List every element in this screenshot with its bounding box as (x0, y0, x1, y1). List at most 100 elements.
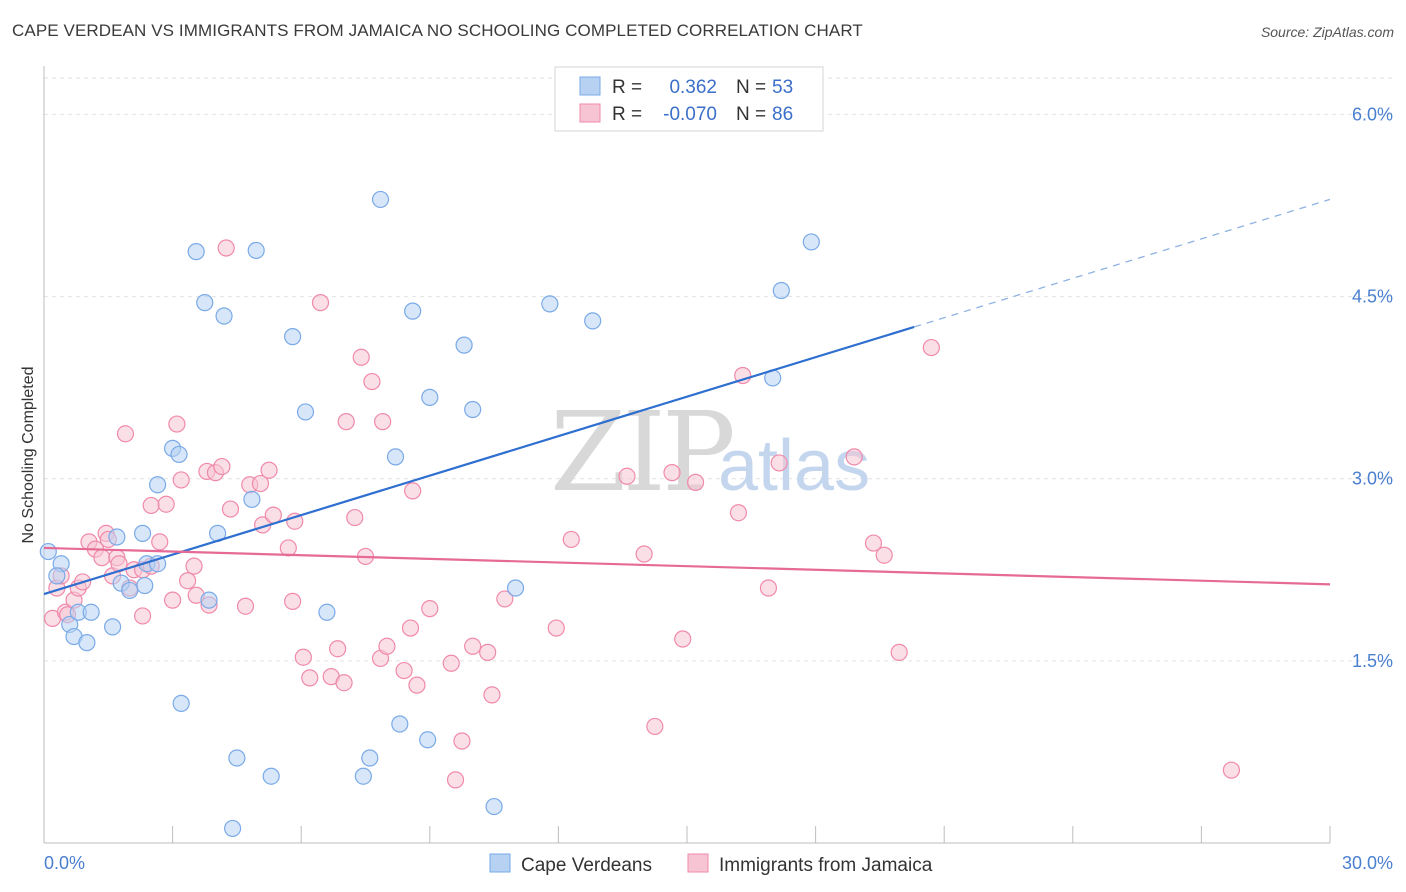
jamaica-point (236, 597, 255, 615)
legend-n-label-2: N = (736, 104, 766, 125)
y-tick-label: 6.0% (1352, 104, 1393, 124)
jamaica-point (352, 348, 370, 366)
cape-verdean-point (371, 190, 390, 209)
jamaica-point (770, 454, 788, 472)
cape-verdean-point (485, 797, 503, 816)
jamaica-point (618, 467, 636, 485)
chart-title: CAPE VERDEAN VS IMMIGRANTS FROM JAMAICA … (12, 21, 863, 40)
jamaica-point (142, 496, 160, 515)
jamaica-point (446, 771, 465, 789)
cape-verdean-point (541, 295, 559, 313)
tick-labels-layer: 1.5% 3.0% 4.5% 6.0% 0.0% 30.0% (44, 104, 1393, 873)
jamaica-point (421, 600, 439, 618)
cape-verdean-point (404, 302, 422, 320)
jamaica-point (635, 545, 653, 563)
cape-verdean-point (224, 819, 242, 838)
stats-legend: R = 0.362 N = 53 R = -0.070 N = 86 (554, 66, 824, 132)
legend-swatch-pink (579, 103, 601, 123)
y-tick-label: 1.5% (1352, 651, 1393, 671)
jamaica-point (260, 461, 278, 479)
jamaica-point (759, 579, 778, 597)
y-tick-label: 3.0% (1352, 469, 1393, 489)
jamaica-point (284, 592, 302, 610)
legend-r-label-2: R = (612, 104, 642, 125)
cape-verdean-point (136, 576, 154, 595)
series-jamaica-points (43, 239, 1241, 789)
cape-verdean-point (200, 591, 218, 609)
jamaica-point (346, 508, 364, 527)
chart-source: Source: ZipAtlas.com (1260, 24, 1394, 40)
jamaica-point (646, 717, 664, 736)
jamaica-trend-line (43, 546, 1331, 586)
jamaica-point (483, 686, 501, 704)
cape-verdean-point (148, 476, 167, 494)
cape-verdean-point (121, 581, 139, 600)
cape-verdean-point (78, 634, 96, 652)
jamaica-point (151, 533, 169, 551)
jamaica-point (401, 619, 420, 637)
watermark-zip: ZIP (550, 388, 733, 516)
jamaica-point (864, 534, 883, 552)
cape-verdean-point (391, 715, 409, 733)
cape-verdean-point (802, 233, 820, 251)
jamaica-point (264, 506, 282, 524)
cape-verdean-point (361, 749, 379, 767)
cape-verdean-point (584, 312, 602, 330)
cape-verdean-trend-line (43, 325, 915, 596)
x-tick-label: 0.0% (44, 853, 85, 873)
cape-verdean-point (247, 241, 265, 260)
jamaica-point (1222, 761, 1241, 779)
cape-verdean-point (419, 731, 437, 749)
cape-verdean-point (82, 603, 100, 621)
cape-verdean-point (215, 307, 233, 325)
jamaica-point (890, 643, 908, 661)
cape-verdean-point (108, 528, 126, 546)
trend-lines-layer (43, 198, 1331, 596)
jamaica-point (922, 338, 940, 357)
y-tick-label: 4.5% (1352, 287, 1393, 307)
jamaica-point (562, 530, 580, 549)
jamaica-point (674, 630, 692, 648)
jamaica-point (453, 732, 471, 750)
jamaica-point (395, 661, 413, 680)
jamaica-point (311, 294, 330, 312)
jamaica-point (408, 676, 426, 694)
cape-verdean-point (354, 767, 372, 785)
cape-verdean-point (39, 542, 57, 561)
jamaica-point (164, 591, 182, 609)
jamaica-point (133, 607, 152, 625)
cape-verdean-point (506, 579, 525, 597)
bottom-legend-label-1: Cape Verdeans (521, 855, 652, 876)
bottom-legend-swatch-pink (687, 853, 709, 873)
cape-verdean-point (386, 448, 405, 466)
cape-verdean-point (284, 328, 302, 346)
bottom-legend-swatch-blue (489, 853, 511, 873)
jamaica-point (734, 366, 752, 385)
jamaica-point (442, 654, 460, 672)
y-axis-label: No Schooling Completed (20, 367, 37, 544)
legend-r-value-2: -0.070 (663, 104, 717, 125)
cape-verdean-point (455, 336, 473, 354)
jamaica-point (729, 504, 748, 522)
jamaica-point (329, 640, 347, 658)
jamaica-point (157, 495, 175, 513)
cape-verdean-point (421, 388, 439, 406)
jamaica-point (663, 464, 681, 482)
jamaica-point (875, 546, 893, 564)
jamaica-point (294, 648, 312, 666)
cape-verdean-point (243, 490, 261, 508)
jamaica-point (185, 557, 203, 575)
jamaica-point (93, 549, 111, 567)
cape-verdean-point (196, 294, 214, 312)
legend-swatch-blue (579, 76, 601, 96)
jamaica-point (279, 539, 297, 557)
jamaica-point (464, 637, 482, 655)
cape-verdean-point (103, 618, 122, 636)
jamaica-point (168, 415, 186, 433)
jamaica-point (172, 471, 190, 489)
jamaica-point (221, 500, 240, 518)
series-cape-verdean-points (39, 190, 820, 838)
jamaica-point (363, 372, 381, 391)
jamaica-point (301, 669, 319, 687)
